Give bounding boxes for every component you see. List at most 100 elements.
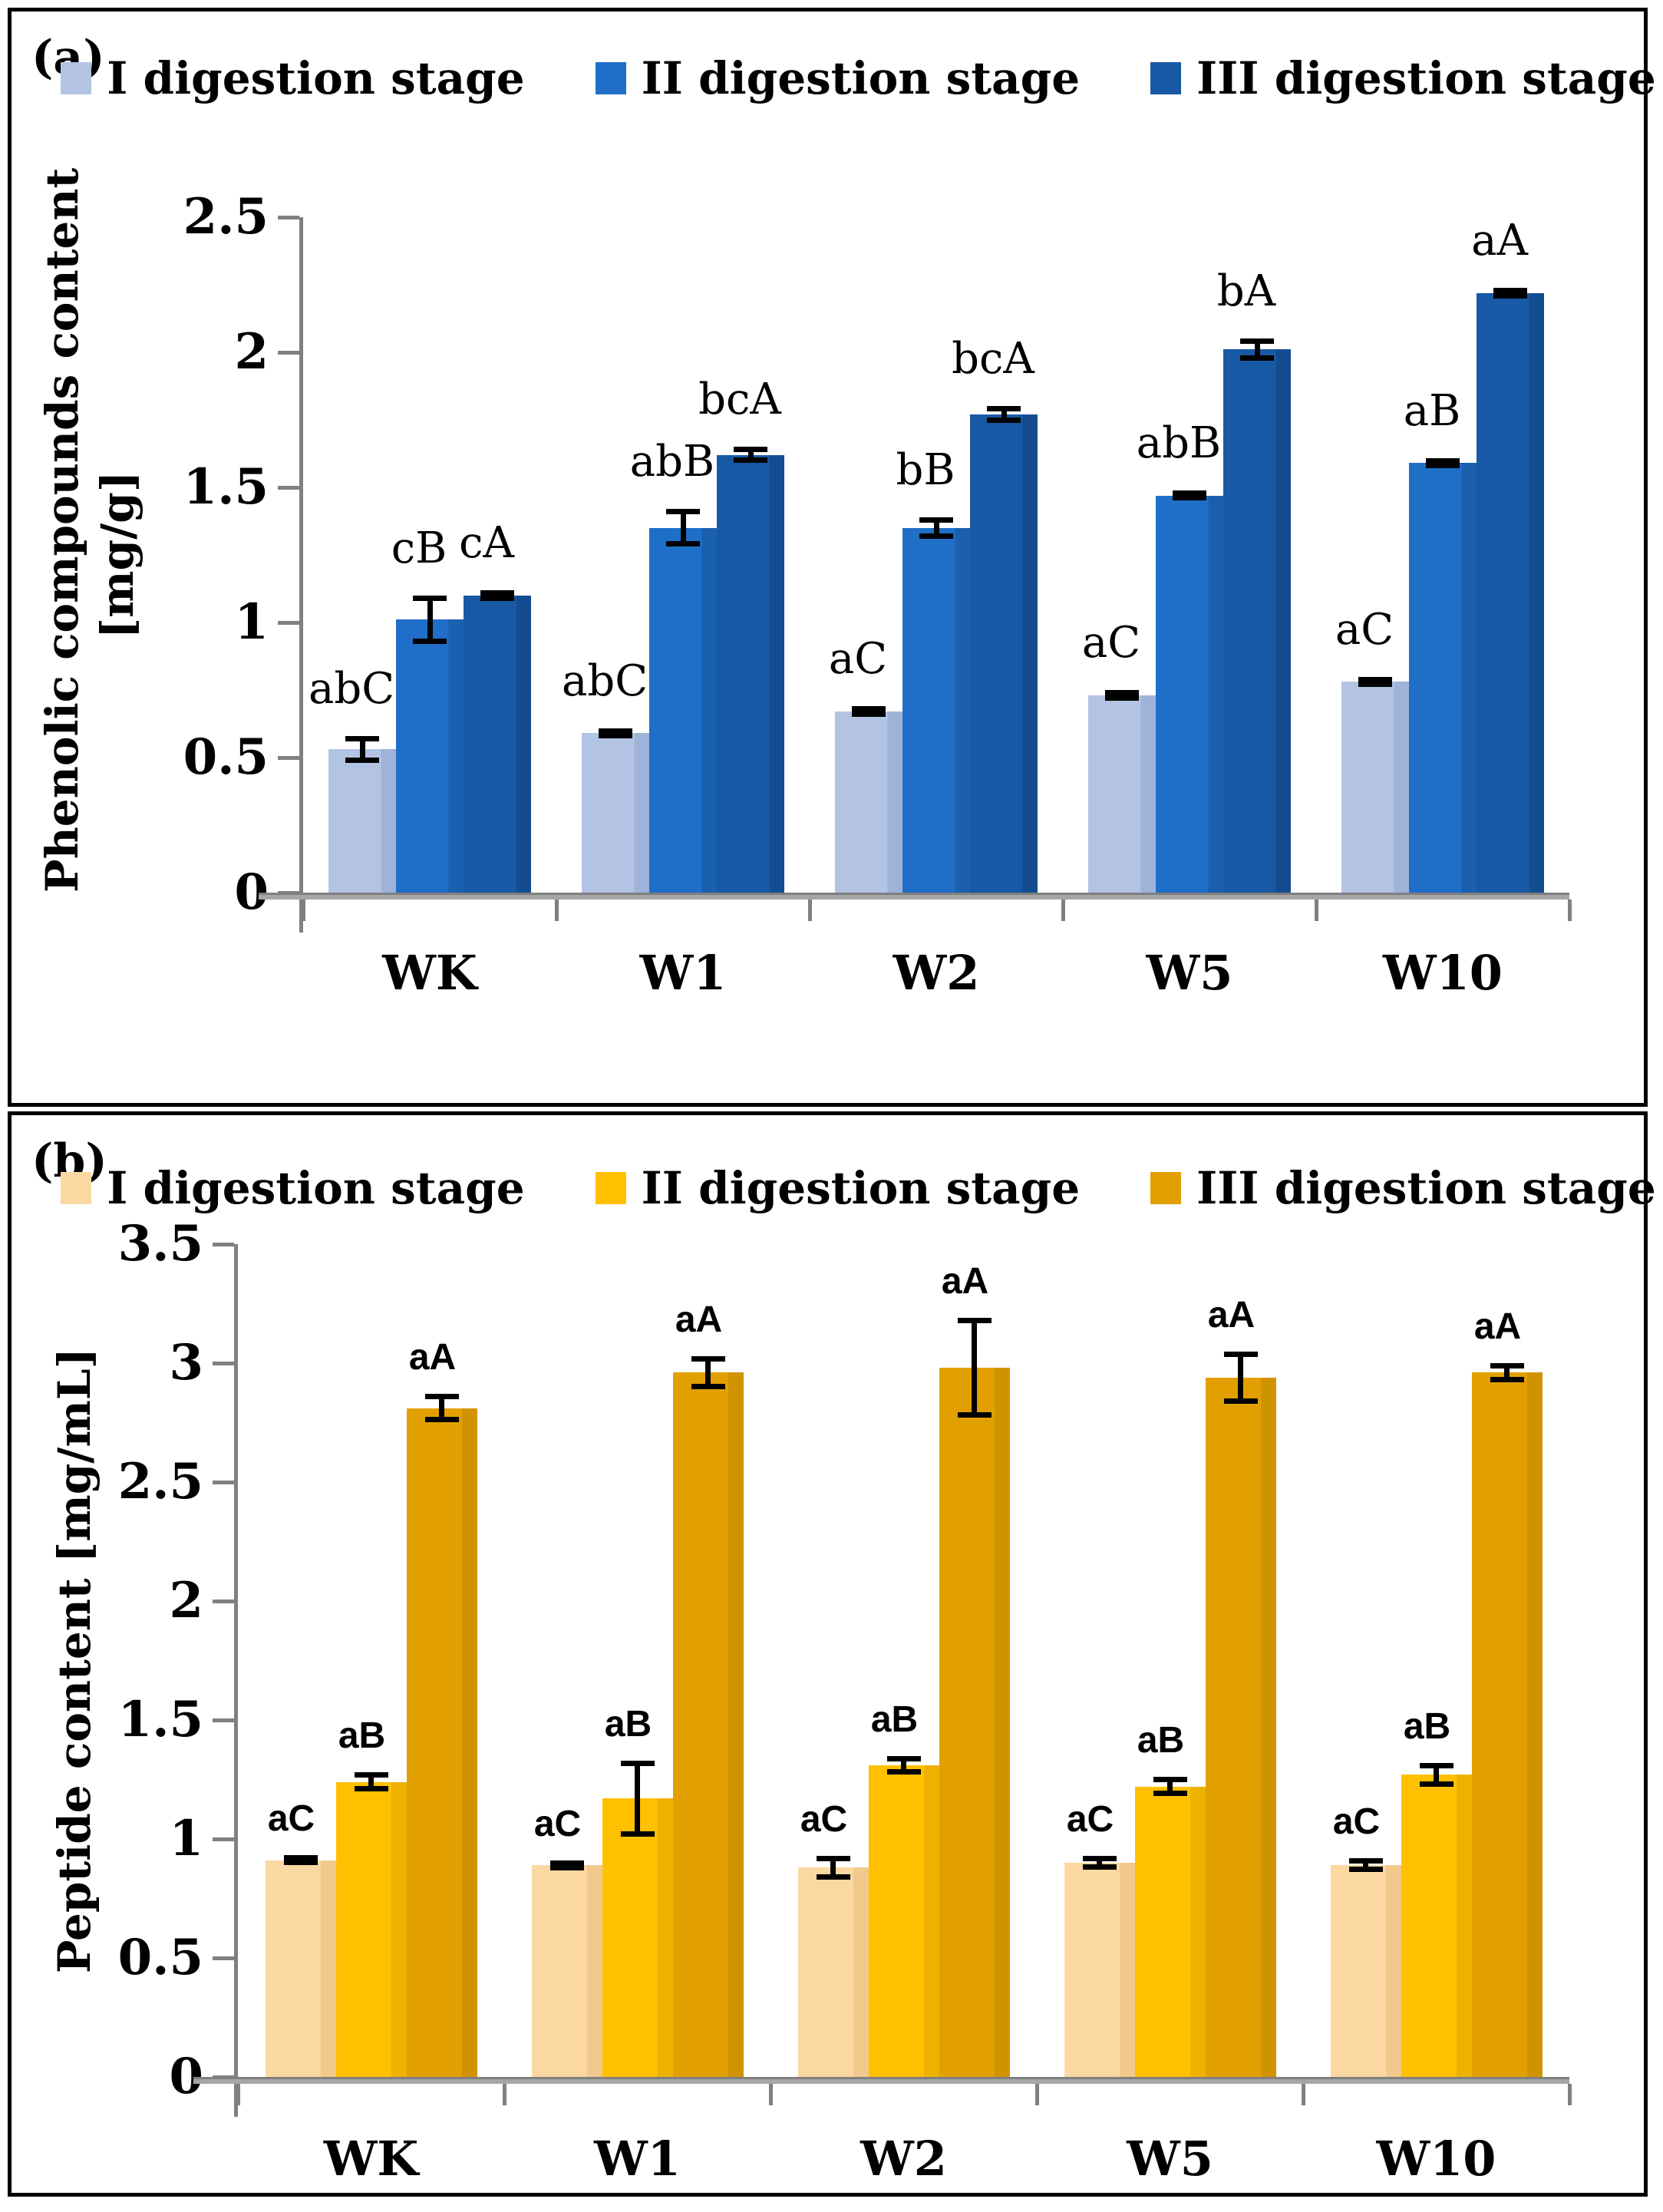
bar [328, 749, 396, 893]
error-bar-bottom-cap [734, 457, 767, 464]
y-tick [213, 1362, 234, 1365]
stat-letter: aA [1471, 215, 1528, 266]
error-bar-bottom-cap [666, 541, 700, 547]
category-label: W10 [1376, 2131, 1496, 2187]
error-bar [1173, 490, 1206, 501]
bar [1205, 1377, 1276, 2077]
y-tick-label: 3 [169, 1334, 203, 1392]
error-bar [1490, 1363, 1524, 1382]
error-bar-bottom-cap [1173, 495, 1206, 501]
y-tick [213, 1718, 234, 1722]
error-bar [666, 509, 700, 547]
error-bar-bottom-cap [1153, 1791, 1187, 1797]
error-bar-bottom-cap [1223, 1398, 1258, 1404]
error-bar [354, 1772, 388, 1791]
x-tick [1035, 2084, 1039, 2105]
y-tick [278, 756, 299, 760]
x-axis-line [259, 893, 1569, 900]
error-bar-line [830, 1855, 836, 1880]
stat-letter: cA [459, 517, 514, 568]
error-bar-bottom-cap [1426, 462, 1460, 468]
error-bar-bottom-cap [1348, 1867, 1383, 1873]
y-axis-title-line: [mg/g] [91, 470, 144, 639]
stat-letter: aC [1332, 1801, 1381, 1842]
legend-item: I digestion stage [61, 52, 525, 104]
panel-b: (b) I digestion stage II digestion stage I… [8, 1111, 1656, 2197]
error-bar-line [1504, 1363, 1510, 1382]
error-bar [480, 589, 514, 601]
error-bar [1240, 338, 1274, 361]
x-axis-line [193, 2077, 1569, 2084]
y-tick-label: 1 [234, 593, 269, 651]
error-bar-line [1238, 1351, 1243, 1404]
stat-letter: aC [800, 1798, 848, 1840]
category-label: WK [323, 2131, 419, 2187]
error-bar [957, 1318, 992, 1418]
stat-letter: aA [1473, 1306, 1522, 1347]
bar [406, 1408, 477, 2077]
error-bar-line [439, 1394, 444, 1423]
stat-letter: aC [828, 634, 888, 685]
legend-label: III digestion stage [1196, 52, 1656, 104]
bar [1156, 495, 1223, 893]
x-tick [1568, 900, 1572, 921]
error-bar-bottom-cap [549, 1864, 584, 1870]
bar [396, 619, 464, 893]
error-bar-bottom-cap [480, 595, 514, 601]
bar [868, 1765, 939, 2077]
legend: I digestion stage II digestion stage III d… [61, 1166, 1656, 1210]
error-bar-line [359, 735, 365, 764]
error-bar [987, 406, 1021, 423]
bar [1409, 463, 1477, 893]
legend-label: II digestion stage [641, 52, 1081, 104]
stat-letter: aB [1403, 1705, 1451, 1747]
error-bar [816, 1855, 850, 1880]
error-bar [1105, 690, 1139, 702]
bar [335, 1781, 407, 2077]
error-bar [283, 1855, 318, 1866]
error-bar-bottom-cap [1082, 1864, 1117, 1870]
error-bar-bottom-cap [1493, 292, 1527, 299]
error-bar-bottom-cap [987, 417, 1021, 423]
stat-letter: aC [1081, 618, 1141, 668]
stat-letter: bcA [698, 375, 781, 425]
y-tick-label: 0.5 [117, 1929, 203, 1986]
error-bar-line [368, 1772, 374, 1791]
error-bar [345, 735, 379, 764]
error-bar-bottom-cap [345, 758, 379, 764]
bar [265, 1860, 336, 2077]
bar [464, 595, 531, 893]
bar [1471, 1372, 1543, 2077]
legend-swatch-icon [595, 62, 626, 94]
legend: I digestion stage II digestion stage III d… [61, 52, 1656, 104]
legend-swatch-icon [61, 1172, 92, 1204]
error-bar-line [866, 706, 872, 718]
legend-label: I digestion stage [107, 52, 525, 104]
error-bar-line [1434, 1762, 1439, 1787]
bar [902, 527, 970, 893]
y-tick-label: 0 [234, 863, 269, 921]
y-tick [278, 216, 299, 220]
error-bar [852, 706, 886, 718]
bar [531, 1865, 602, 2077]
error-bar-line [1507, 287, 1513, 299]
y-tick [213, 1837, 234, 1841]
stat-letter: abB [1136, 418, 1222, 469]
bar [1477, 292, 1544, 893]
x-tick [503, 2084, 506, 2105]
stat-letter: aB [604, 1703, 652, 1745]
x-tick [1568, 2084, 1572, 2105]
x-tick [808, 900, 812, 921]
error-bar-line [680, 509, 686, 547]
y-tick-label: 1.5 [117, 1691, 203, 1748]
error-bar-line [747, 447, 754, 464]
error-bar [1419, 1762, 1453, 1787]
legend-item: III digestion stage [1150, 1166, 1656, 1210]
error-bar [1426, 457, 1460, 468]
error-bar [413, 595, 447, 645]
chart-area-phenolic: Phenolic compounds content [mg/g] 0 0.5 1 1.5… [12, 12, 1644, 1103]
category-label: W5 [1127, 2131, 1213, 2187]
legend-item: III digestion stage [1150, 56, 1656, 101]
error-bar-bottom-cap [599, 732, 632, 738]
stat-letter: bcA [952, 334, 1034, 385]
